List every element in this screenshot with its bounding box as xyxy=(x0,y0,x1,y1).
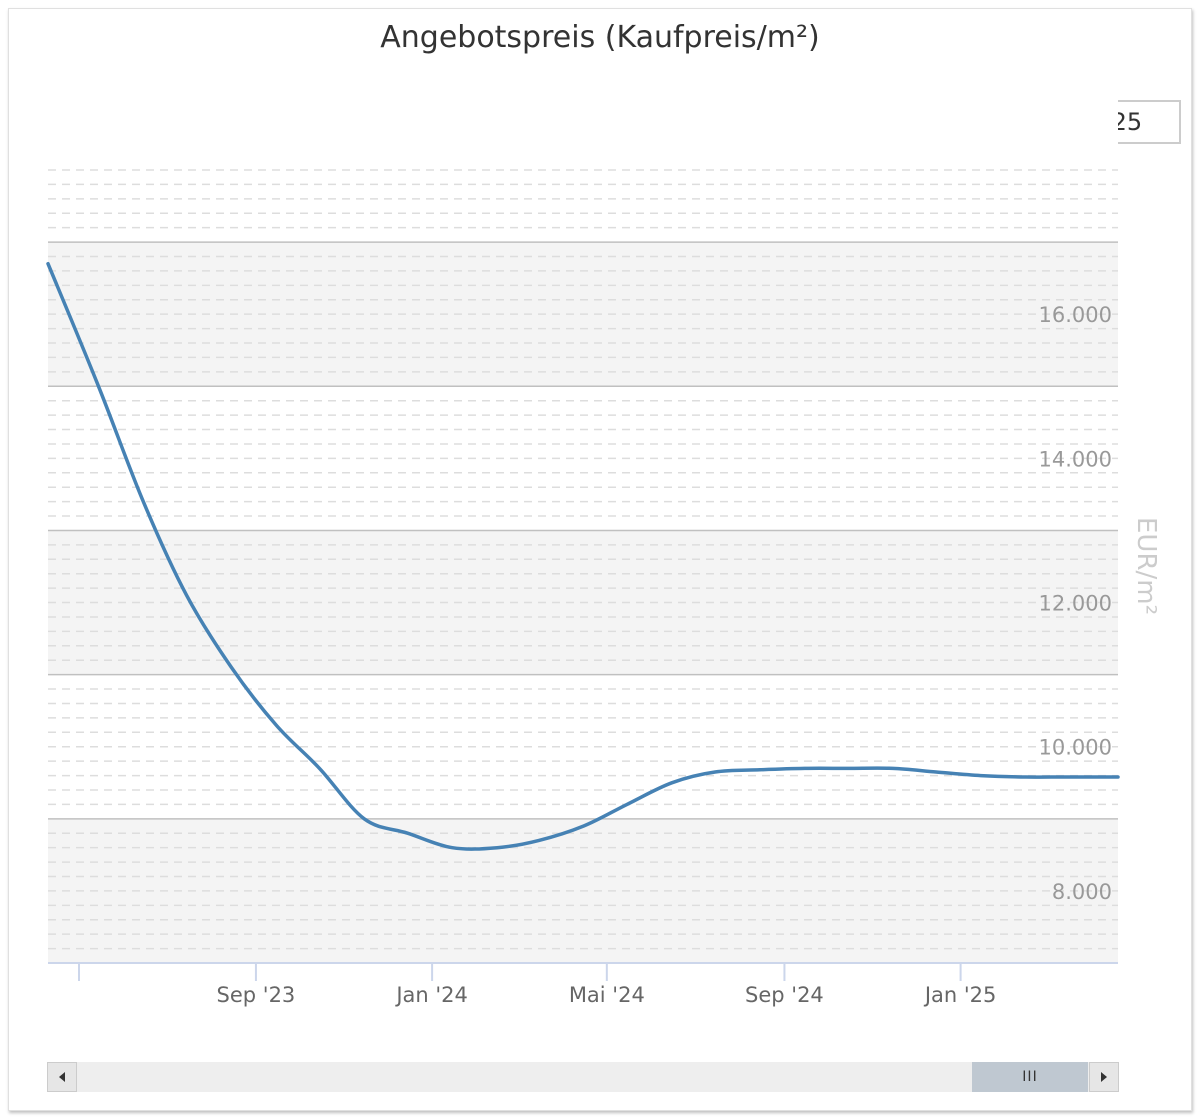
scroll-left-button[interactable] xyxy=(47,1062,77,1092)
navigator-scrollbar-track[interactable] xyxy=(48,1062,1118,1092)
from-date-input[interactable]: Apr 2023 xyxy=(733,100,921,144)
chart-title: Angebotspreis (Kaufpreis/m²) xyxy=(380,20,820,55)
zoom-5j-button[interactable]: 5J xyxy=(272,100,336,144)
from-label: von xyxy=(674,106,719,134)
zoom-alle-button[interactable]: Alle xyxy=(346,100,410,144)
zoom-label: Zoom xyxy=(48,106,118,134)
to-label: bis xyxy=(944,106,979,134)
grip-icon: III xyxy=(1022,1069,1038,1085)
scroll-right-button[interactable] xyxy=(1089,1062,1119,1092)
arrow-right-icon xyxy=(1101,1072,1107,1082)
chart-container xyxy=(8,8,1192,1111)
zoom-2j-button[interactable]: 2J xyxy=(198,100,262,144)
scroll-thumb[interactable]: III xyxy=(972,1062,1088,1092)
to-date-input[interactable]: Apr 2025 xyxy=(993,100,1181,144)
zoom-1j-button[interactable]: 1J xyxy=(124,100,188,144)
arrow-left-icon xyxy=(59,1072,65,1082)
